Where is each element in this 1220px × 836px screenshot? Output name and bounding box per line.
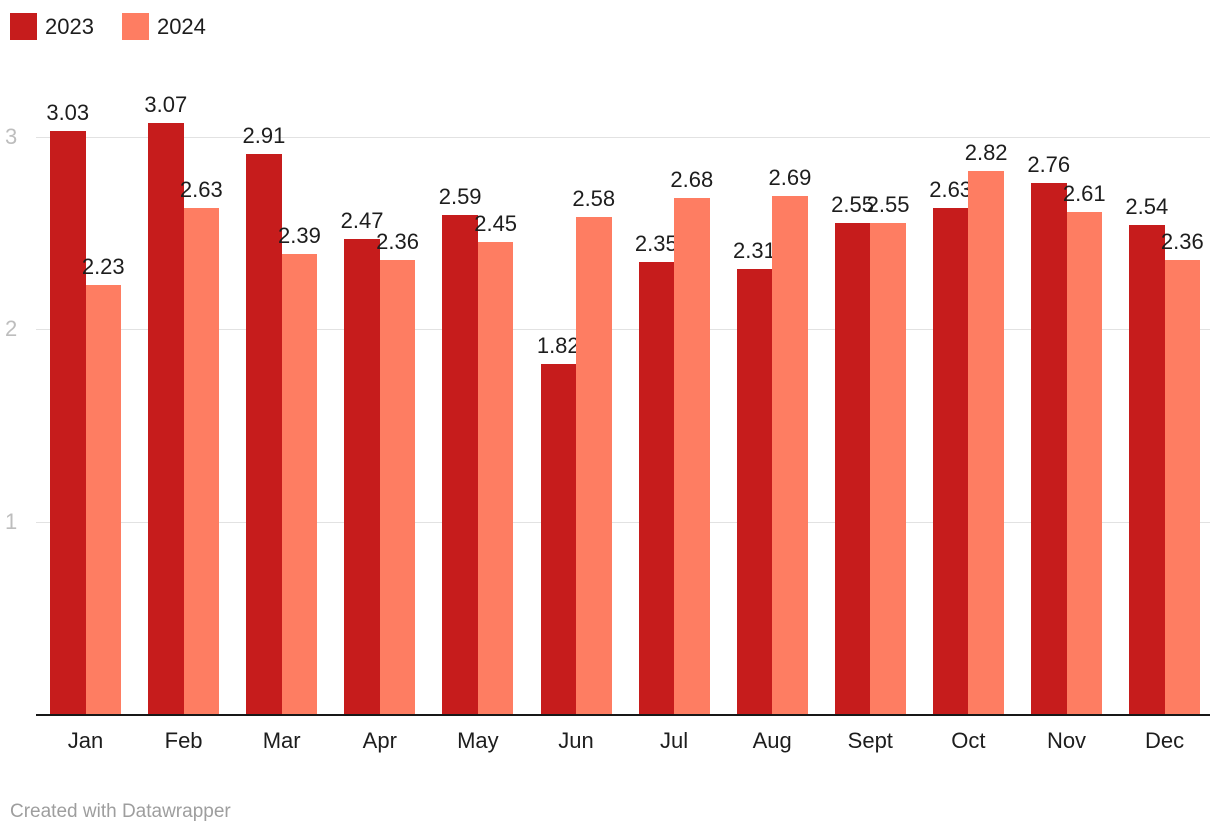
bar-2024-jan[interactable] xyxy=(85,284,121,714)
x-axis-label-dec: Dec xyxy=(1145,728,1185,753)
bar-2024-aug[interactable] xyxy=(772,196,808,714)
bar-2023-dec[interactable] xyxy=(1129,225,1165,714)
value-label-2024-oct: 2.82 xyxy=(964,140,1008,166)
bar-2023-sept[interactable] xyxy=(834,223,871,714)
x-axis-label-feb: Feb xyxy=(164,728,203,753)
y-axis-tick-label-3: 3 xyxy=(5,123,18,149)
bar-2024-oct[interactable] xyxy=(968,171,1004,714)
y-axis-tick-label-1: 1 xyxy=(5,508,18,534)
bar-2023-jan[interactable] xyxy=(50,130,86,714)
value-label-2024-nov: 2.61 xyxy=(1062,180,1106,206)
value-label-2024-aug: 2.69 xyxy=(768,165,812,191)
bar-2023-jul[interactable] xyxy=(638,261,675,714)
x-axis-label-oct: Oct xyxy=(951,728,986,753)
value-label-2023-mar: 2.91 xyxy=(242,122,286,148)
value-label-2023-jul: 2.35 xyxy=(634,230,678,256)
bar-2023-oct[interactable] xyxy=(932,207,969,714)
bar-2024-jul[interactable] xyxy=(674,198,710,714)
bar-2023-mar[interactable] xyxy=(246,153,282,714)
legend-item-2024: 2024 xyxy=(121,13,206,40)
value-label-2024-may: 2.45 xyxy=(474,211,518,237)
x-axis-label-jun: Jun xyxy=(558,728,594,753)
x-axis-label-jul: Jul xyxy=(660,728,689,753)
value-label-2023-nov: 2.76 xyxy=(1027,151,1071,177)
bar-2023-apr[interactable] xyxy=(344,238,380,714)
value-label-2024-jun: 2.58 xyxy=(572,186,616,212)
bar-2023-nov[interactable] xyxy=(1031,182,1067,714)
value-label-2024-jul: 2.68 xyxy=(670,167,714,193)
gridline-2 xyxy=(36,329,1210,330)
bar-2024-feb[interactable] xyxy=(183,207,220,714)
x-axis-line xyxy=(36,714,1210,716)
datawrapper-credit-link[interactable]: Created with Datawrapper xyxy=(10,801,231,822)
bar-2024-mar[interactable] xyxy=(281,253,318,714)
bar-2024-may[interactable] xyxy=(477,242,514,714)
x-axis-label-nov: Nov xyxy=(1046,728,1087,753)
gridline-3 xyxy=(36,136,1210,138)
legend-swatch-2024 xyxy=(121,13,149,40)
bar-2024-apr[interactable] xyxy=(379,259,416,714)
value-label-2023-oct: 2.63 xyxy=(929,176,973,202)
legend-label-2023: 2023 xyxy=(45,14,94,39)
bar-2023-aug[interactable] xyxy=(736,269,773,714)
x-axis-label-mar: Mar xyxy=(262,728,301,753)
value-label-2024-sept: 2.55 xyxy=(866,192,910,218)
value-label-2023-dec: 2.54 xyxy=(1125,194,1169,220)
y-axis-tick-label-2: 2 xyxy=(5,316,18,341)
value-label-2024-apr: 2.36 xyxy=(376,228,419,254)
x-axis-label-sept: Sept xyxy=(847,728,893,753)
x-axis-label-aug: Aug xyxy=(752,728,792,753)
value-label-2024-jan: 2.23 xyxy=(81,253,125,279)
bar-2023-jun[interactable] xyxy=(540,363,576,714)
legend-item-2023: 2023 xyxy=(10,13,94,40)
legend-label-2024: 2024 xyxy=(156,14,206,39)
value-label-2023-jun: 1.82 xyxy=(536,332,580,358)
value-label-2023-sept: 2.55 xyxy=(831,192,874,218)
value-label-2023-may: 2.59 xyxy=(438,184,482,210)
bar-2024-dec[interactable] xyxy=(1164,259,1201,714)
bar-2023-feb[interactable] xyxy=(148,123,184,714)
value-label-2023-apr: 2.47 xyxy=(340,207,384,233)
x-axis-label-may: May xyxy=(457,728,499,753)
value-label-2024-dec: 2.36 xyxy=(1160,228,1204,254)
bar-2024-sept[interactable] xyxy=(870,223,906,714)
value-label-2024-mar: 2.39 xyxy=(278,222,321,248)
gridline-1 xyxy=(36,521,1210,523)
x-axis-label-jan: Jan xyxy=(67,728,104,753)
value-label-2023-jan: 3.03 xyxy=(46,99,90,125)
bar-2024-jun[interactable] xyxy=(576,217,612,714)
x-axis-label-apr: Apr xyxy=(362,728,397,753)
value-label-2024-feb: 2.63 xyxy=(179,176,223,202)
legend-swatch-2023 xyxy=(10,13,37,40)
legend: 2023 2024 xyxy=(10,13,206,40)
value-label-2023-feb: 3.07 xyxy=(144,92,188,118)
bar-2023-may[interactable] xyxy=(442,215,478,714)
bar-2024-nov[interactable] xyxy=(1066,211,1102,714)
value-label-2023-aug: 2.31 xyxy=(733,238,776,264)
